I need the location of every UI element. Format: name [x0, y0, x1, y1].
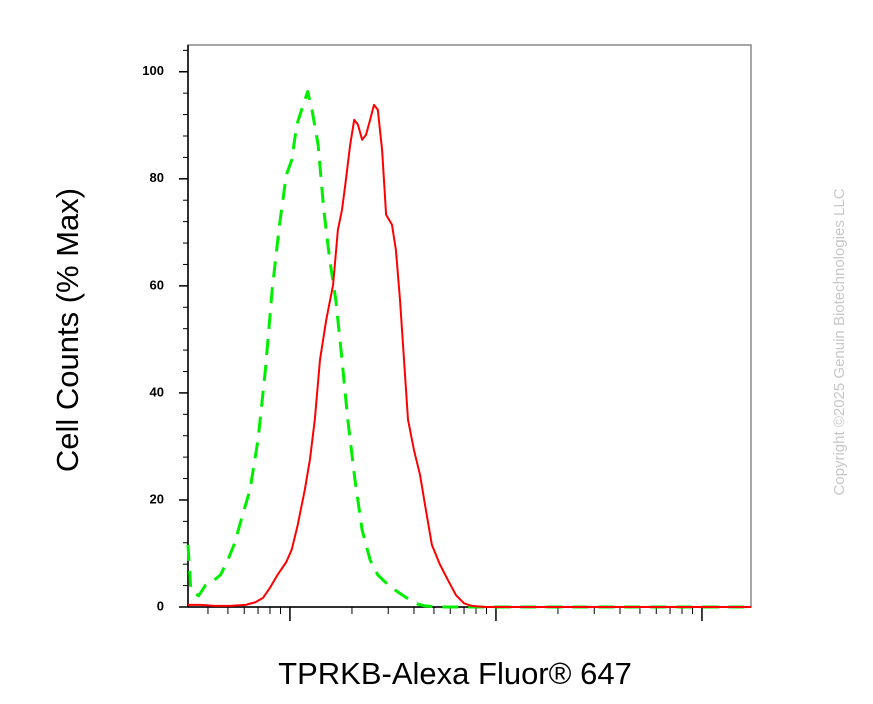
- histogram-line: [186, 90, 751, 609]
- y-tick-label: 60: [150, 277, 164, 292]
- watermark: Copyright ©2025 Genuin Biotechnologies L…: [831, 188, 848, 495]
- y-tick-label: 0: [157, 598, 164, 613]
- y-tick-label: 100: [142, 63, 164, 78]
- y-tick-label: 20: [150, 491, 164, 506]
- y-tick-label: 40: [150, 384, 164, 399]
- y-axis-label: Cell Counts (% Max): [50, 188, 85, 472]
- plot-frame: [187, 44, 752, 608]
- x-axis-label: TPRKB-Alexa Fluor® 647: [278, 656, 632, 691]
- y-tick-label: 80: [150, 170, 164, 185]
- histogram-line: [188, 103, 751, 608]
